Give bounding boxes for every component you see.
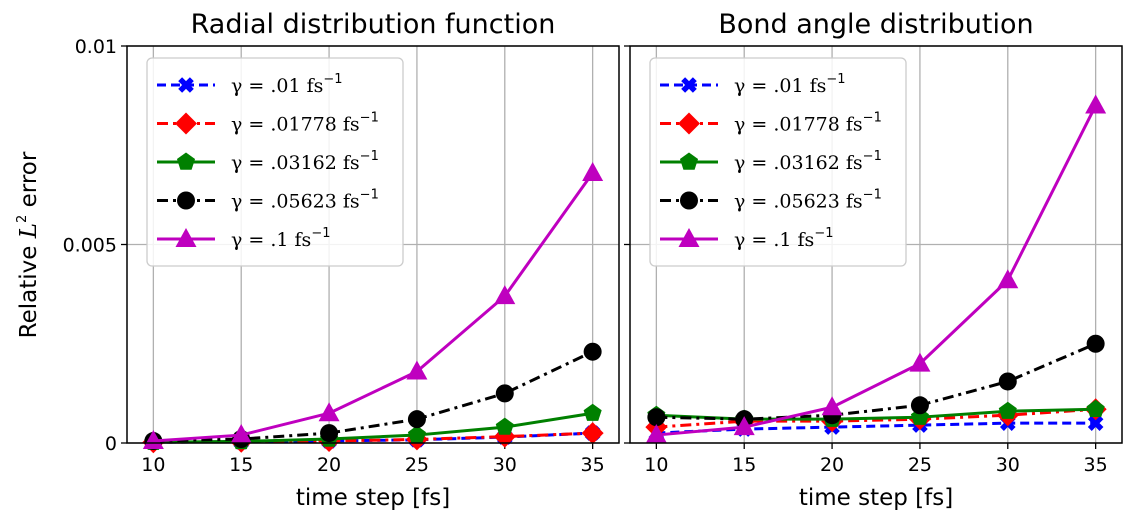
data-point <box>998 372 1017 391</box>
data-point <box>910 396 929 415</box>
legend-label: γ = .01778 fs−1 <box>734 111 882 136</box>
legend-label: γ = .03162 fs−1 <box>734 149 882 174</box>
legend-label: γ = .05623 fs−1 <box>734 188 882 213</box>
series <box>142 162 604 450</box>
data-point <box>997 269 1019 289</box>
data-point <box>407 410 426 429</box>
x-tick-label: 35 <box>581 454 605 476</box>
data-point <box>909 352 931 372</box>
x-tick-label: 20 <box>820 454 844 476</box>
legend-label: γ = .01 fs−1 <box>734 72 846 97</box>
data-point <box>495 417 514 435</box>
legend-marker <box>176 152 196 170</box>
x-tick-label: 15 <box>732 454 756 476</box>
legend-marker <box>679 152 699 170</box>
data-point <box>494 285 516 305</box>
y-tick-label: 0.01 <box>75 36 117 58</box>
legend-label: γ = .01778 fs−1 <box>231 111 379 136</box>
x-tick-label: 30 <box>493 454 517 476</box>
x-axis-label: time step [fs] <box>296 485 450 511</box>
x-axis-label: time step [fs] <box>799 485 953 511</box>
legend-box <box>146 57 404 267</box>
series-line <box>153 350 594 443</box>
legend-label: γ = .05623 fs−1 <box>231 188 379 213</box>
x-tick-label: 25 <box>908 454 932 476</box>
data-point <box>998 401 1017 419</box>
legend-marker <box>678 228 700 247</box>
x-tick-label: 25 <box>405 454 429 476</box>
chart-panel-bond-angle: Bond angle distribution 10 15 20 25 30 35 time … <box>624 9 1123 511</box>
y-tick-label: 0.005 <box>63 235 117 257</box>
x-tick-label: 30 <box>996 454 1020 476</box>
legend-box <box>649 57 907 267</box>
data-point <box>1086 334 1105 353</box>
legend-label: γ = .1 fs−1 <box>231 226 330 251</box>
legend: γ = .01 fs−1 γ = .01778 fs−1 γ = .03162 fs… <box>146 57 404 267</box>
data-point <box>406 360 428 380</box>
x-tick-label: 10 <box>141 454 165 476</box>
x-tick-label: 35 <box>1084 454 1108 476</box>
legend-marker <box>175 228 197 247</box>
legend-label: γ = .01 fs−1 <box>231 72 343 97</box>
series-line <box>656 407 1096 429</box>
legend: γ = .01 fs−1 γ = .01778 fs−1 γ = .03162 fs… <box>649 57 907 267</box>
legend-label: γ = .03162 fs−1 <box>231 149 379 174</box>
data-point <box>1087 415 1104 431</box>
data-point <box>733 416 755 436</box>
data-point <box>581 422 604 445</box>
chart-panel-radial: Radial distribution function 10 15 20 25 30 35… <box>63 9 620 511</box>
x-tick-label: 20 <box>317 454 341 476</box>
plot-frame <box>126 45 620 444</box>
data-point <box>142 430 164 450</box>
legend-marker <box>177 191 195 210</box>
legend-marker <box>678 112 700 135</box>
data-point <box>645 424 667 444</box>
data-point <box>647 408 666 427</box>
series-line <box>656 342 1097 421</box>
chart-title: Bond angle distribution <box>718 9 1033 40</box>
legend-marker <box>680 191 698 210</box>
legend-marker <box>175 112 197 135</box>
y-axis-label: Relative L2 error <box>15 151 42 338</box>
data-point <box>583 342 602 361</box>
series <box>144 342 602 451</box>
legend-label: γ = .1 fs−1 <box>734 226 833 251</box>
series-line <box>153 411 593 444</box>
data-point <box>230 424 252 444</box>
chart-title: Radial distribution function <box>191 9 556 40</box>
legend-marker <box>178 77 194 93</box>
data-point <box>821 396 843 416</box>
data-point <box>318 402 340 422</box>
series <box>645 94 1107 444</box>
plot-frame <box>629 45 1123 444</box>
series-line <box>656 104 1097 437</box>
data-point <box>582 162 604 182</box>
x-tick-label: 15 <box>229 454 253 476</box>
data-point <box>583 403 602 421</box>
data-point <box>1085 94 1107 114</box>
data-point <box>320 424 339 443</box>
series-line <box>153 172 594 443</box>
series <box>647 334 1105 429</box>
x-tick-label: 10 <box>644 454 668 476</box>
legend-marker <box>681 77 697 93</box>
y-tick-label: 0 <box>105 433 117 455</box>
data-point <box>1086 399 1105 417</box>
data-point <box>407 425 426 443</box>
data-point <box>495 384 514 403</box>
